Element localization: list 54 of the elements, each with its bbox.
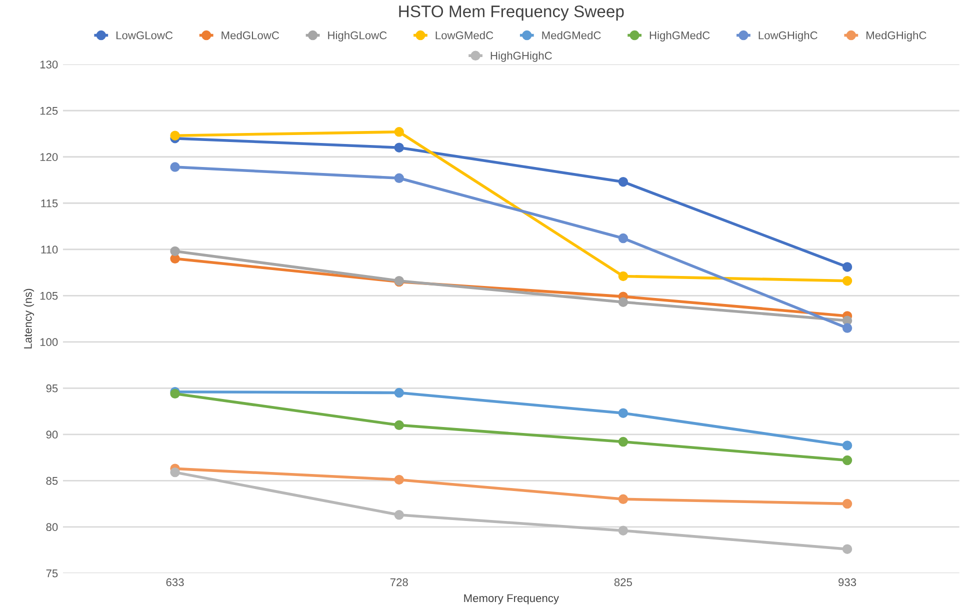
y-axis-title: Latency (ns) [24, 288, 34, 348]
chart-title: HSTO Mem Frequency Sweep [399, 6, 624, 21]
y-tick-label: 110 [41, 246, 58, 254]
x-tick-label: 933 [838, 578, 856, 586]
legend-label: HighGMedC [650, 31, 710, 42]
legend-label: LowGHighC [758, 31, 818, 42]
legend-label: MedGLowC [222, 31, 280, 40]
point [618, 494, 628, 504]
point [842, 498, 852, 509]
point [618, 297, 628, 307]
point [842, 544, 852, 554]
point [842, 455, 852, 466]
legend-label: MedGMedC [542, 31, 601, 40]
y-tick-label: 120 [40, 153, 58, 162]
y-tick-label: 90 [46, 430, 58, 439]
x-tick-label: 728 [390, 578, 408, 586]
x-tick-label: 633 [166, 578, 184, 586]
point [618, 408, 628, 418]
point [394, 173, 404, 184]
x-tick-label: 825 [614, 578, 632, 586]
point [170, 467, 180, 478]
point [394, 510, 404, 520]
y-tick-label: 105 [40, 292, 58, 300]
legend-label: MedGHighC [866, 31, 926, 42]
point [394, 142, 404, 152]
point [170, 130, 180, 140]
point [618, 526, 628, 536]
point [618, 176, 628, 187]
legend-label: HighGHighC [490, 51, 552, 62]
point [618, 233, 628, 244]
point [842, 262, 852, 272]
point [842, 276, 852, 286]
y-tick-label: 100 [40, 338, 58, 346]
legend-label: LowGLowC [116, 31, 173, 40]
legend-label: HighGLowC [328, 31, 387, 42]
point [394, 420, 404, 430]
x-axis-title: Memory Frequency [464, 594, 559, 604]
y-tick-label: 85 [46, 476, 58, 485]
y-tick-label: 125 [40, 106, 58, 115]
point [842, 323, 852, 333]
point [170, 162, 180, 172]
y-tick-label: 95 [46, 384, 58, 392]
point [394, 127, 404, 137]
y-tick-label: 75 [46, 570, 58, 578]
point [394, 474, 404, 485]
y-tick-label: 115 [41, 200, 58, 208]
point [618, 271, 628, 282]
point [394, 388, 404, 398]
point [170, 246, 180, 256]
point [842, 440, 852, 450]
y-tick-label: 130 [40, 60, 58, 68]
legend-label: LowGMedC [436, 31, 494, 40]
y-tick-label: 80 [46, 523, 58, 532]
point [618, 436, 628, 447]
